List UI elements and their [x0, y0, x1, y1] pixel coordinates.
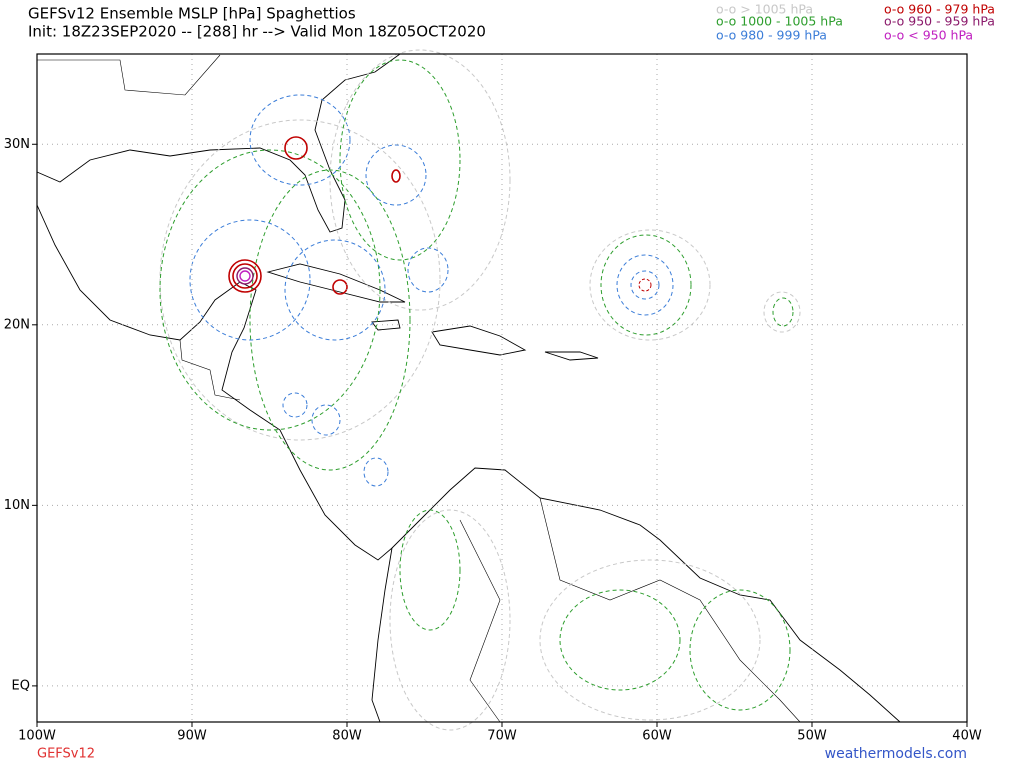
y-tick-label: 10N [4, 498, 30, 513]
x-tick-label: 40W [952, 729, 982, 744]
border [179, 339, 241, 401]
island [544, 351, 599, 361]
coastline [36, 204, 393, 723]
subtitle: Init: 18Z23SEP2020 -- [288] hr --> Valid… [28, 23, 486, 41]
x-tick-label: 90W [177, 729, 207, 744]
contours-red [228, 136, 652, 295]
x-tick-label: 50W [797, 729, 827, 744]
y-tick-label: EQ [12, 678, 30, 693]
coastline [36, 53, 401, 233]
map-area [36, 49, 968, 731]
legend-entry: o-o 980 - 999 hPa [716, 28, 827, 43]
border [539, 497, 801, 723]
y-tick-label: 20N [4, 317, 30, 332]
x-tick-label: 60W [642, 729, 672, 744]
legend-entry: o-o < 950 hPa [884, 28, 973, 43]
x-tick-label: 70W [487, 729, 517, 744]
contours-blue [189, 94, 674, 487]
x-tick-label: 100W [18, 729, 56, 744]
x-tick-label: 80W [332, 729, 362, 744]
island [431, 325, 527, 356]
contours-gray [159, 49, 801, 731]
legend-entry: o-o 950 - 959 hPa [884, 14, 995, 29]
legend-entry: o-o > 1005 hPa [716, 2, 813, 17]
border [37, 54, 221, 96]
site-label: weathermodels.com [825, 746, 967, 762]
contours-purple [236, 267, 254, 285]
coastline [391, 467, 901, 723]
y-tick-label: 30N [4, 137, 30, 152]
contours-green [159, 59, 794, 711]
model-label: GEFSv12 [37, 747, 95, 762]
legend-entry: o-o 960 - 979 hPa [884, 2, 995, 17]
title: GEFSv12 Ensemble MSLP [hPa] Spaghettios [28, 5, 356, 23]
island [266, 263, 406, 303]
legend-entry: o-o 1000 - 1005 hPa [716, 14, 843, 29]
border [459, 519, 501, 723]
